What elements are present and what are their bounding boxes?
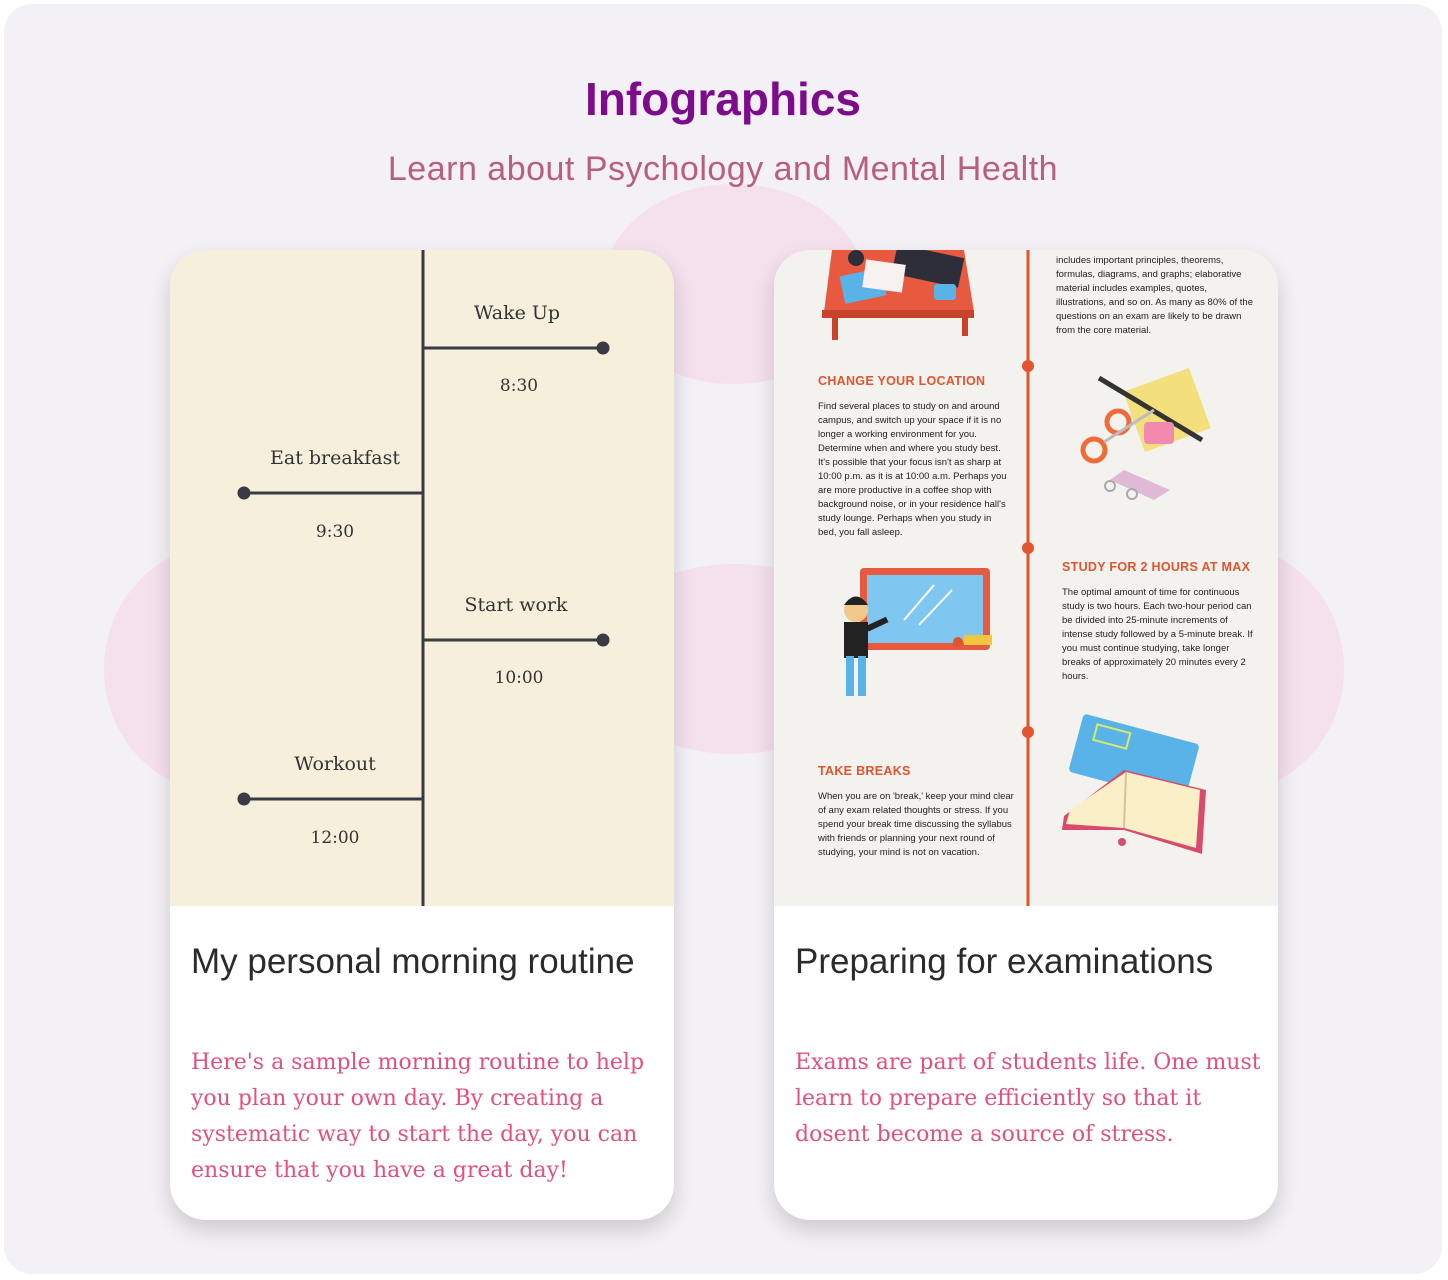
card-title: Preparing for examinations <box>795 942 1214 981</box>
infographic-card-morning-routine[interactable]: Wake Up 8:30 Eat breakfast 9:30 Start wo… <box>170 250 674 1220</box>
timeline-dot <box>237 792 251 806</box>
section-heading: STUDY FOR 2 HOURS AT MAX <box>1062 560 1251 574</box>
timeline-dot <box>596 341 610 355</box>
timeline-time: 9:30 <box>315 522 355 542</box>
center-dot <box>1022 542 1034 554</box>
section-body: The optimal amount of time for continuou… <box>1062 587 1253 682</box>
card-title: My personal morning routine <box>191 942 635 981</box>
timeline-label: Workout <box>294 753 376 775</box>
center-dot <box>1022 726 1034 738</box>
teacher-illustration <box>844 568 992 696</box>
timeline-dot <box>237 486 251 500</box>
infographic-card-exams[interactable]: includes important principles, theorems,… <box>774 250 1278 1220</box>
card-description: Exams are part of students life. One mus… <box>795 1050 1261 1147</box>
timeline-label: Start work <box>464 594 568 616</box>
timeline-dot <box>596 633 610 647</box>
page-title: Infographics <box>584 73 862 125</box>
desk-illustration <box>822 250 974 340</box>
timeline-label: Eat breakfast <box>270 447 400 469</box>
page-subtitle: Learn about Psychology and Mental Health <box>387 150 1059 188</box>
timeline-time: 12:00 <box>310 828 360 848</box>
timeline-graphic <box>237 250 610 906</box>
page-frame: Infographics Learn about Psychology and … <box>4 4 1442 1274</box>
timeline-time: 10:00 <box>494 668 544 688</box>
exam-illustrations <box>822 250 1211 906</box>
section-heading: CHANGE YOUR LOCATION <box>818 374 986 388</box>
exam-infographic-image: includes important principles, theorems,… <box>774 250 1278 906</box>
section-body: When you are on 'break,' keep your mind … <box>818 791 1014 858</box>
card-description: Here's a sample morning routine to help … <box>191 1050 645 1183</box>
books-illustration <box>1062 714 1206 854</box>
timeline-time: 8:30 <box>499 376 539 396</box>
supplies-illustration <box>1080 367 1211 500</box>
section-heading: TAKE BREAKS <box>818 764 911 778</box>
intro-text: includes important principles, theorems,… <box>1056 255 1253 336</box>
morning-routine-timeline-image: Wake Up 8:30 Eat breakfast 9:30 Start wo… <box>170 250 674 906</box>
center-dot <box>1022 360 1034 372</box>
timeline-label: Wake Up <box>473 302 561 324</box>
section-body: Find several places to study on and arou… <box>818 401 1007 538</box>
